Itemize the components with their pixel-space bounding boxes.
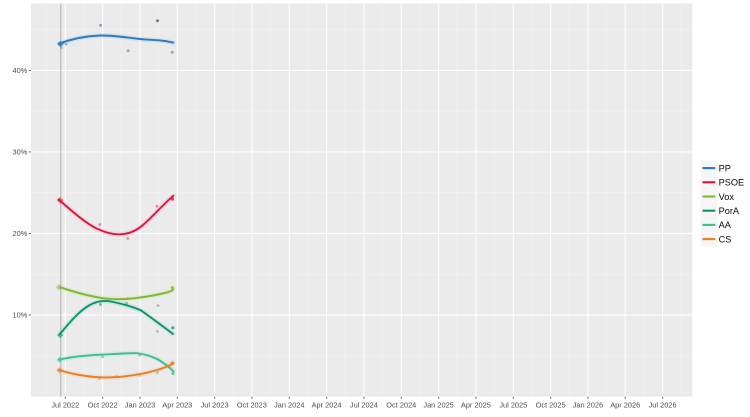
svg-text:Oct 2024: Oct 2024 (386, 401, 416, 410)
svg-text:10%: 10% (13, 311, 28, 320)
svg-text:Jan 2025: Jan 2025 (423, 401, 453, 410)
svg-text:Jul 2022: Jul 2022 (51, 401, 79, 410)
svg-text:PSOE: PSOE (719, 178, 745, 188)
svg-text:Apr 2023: Apr 2023 (162, 401, 192, 410)
svg-text:Jan 2024: Jan 2024 (274, 401, 304, 410)
svg-text:Apr 2024: Apr 2024 (312, 401, 342, 410)
svg-text:40%: 40% (13, 66, 28, 75)
svg-text:Jan 2026: Jan 2026 (573, 401, 603, 410)
svg-text:Jul 2024: Jul 2024 (350, 401, 378, 410)
svg-text:Jul 2025: Jul 2025 (499, 401, 527, 410)
svg-text:Jul 2023: Jul 2023 (201, 401, 229, 410)
svg-text:Oct 2025: Oct 2025 (536, 401, 566, 410)
svg-text:Oct 2022: Oct 2022 (88, 401, 118, 410)
svg-text:Apr 2026: Apr 2026 (610, 401, 640, 410)
svg-text:Vox: Vox (719, 192, 735, 202)
svg-text:CS: CS (719, 234, 732, 244)
svg-text:30%: 30% (13, 148, 28, 157)
svg-text:20%: 20% (13, 229, 28, 238)
svg-text:Oct 2023: Oct 2023 (237, 401, 267, 410)
svg-text:PP: PP (719, 163, 731, 173)
svg-text:Jul 2026: Jul 2026 (649, 401, 677, 410)
svg-text:Jan 2023: Jan 2023 (125, 401, 155, 410)
svg-text:PorA: PorA (719, 206, 740, 216)
svg-text:AA: AA (719, 220, 732, 230)
svg-text:Apr 2025: Apr 2025 (461, 401, 491, 410)
